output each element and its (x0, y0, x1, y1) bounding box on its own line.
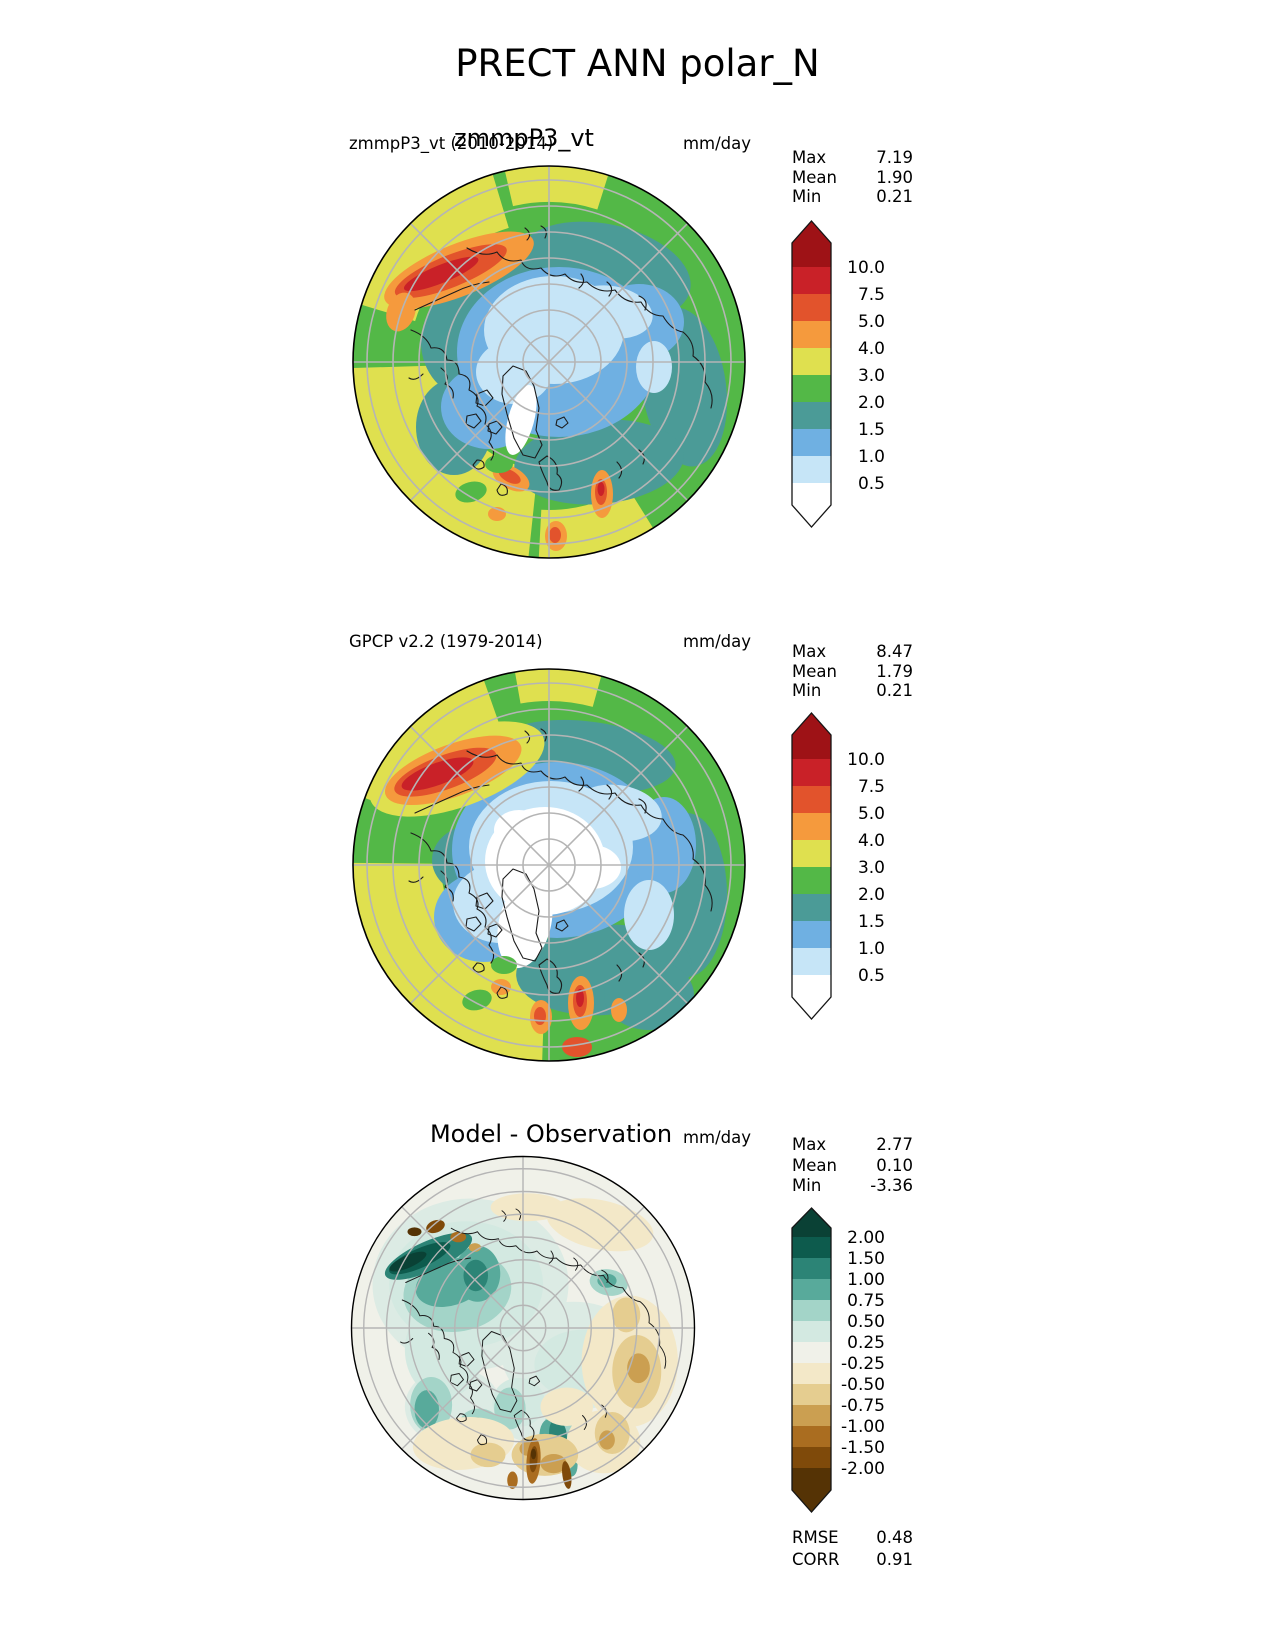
cbar-tick: 0.25 (847, 1333, 885, 1353)
max-value: 2.77 (876, 1135, 913, 1154)
metric-row-rmse: RMSE 0.48 (792, 1527, 913, 1549)
corr-value: 0.91 (876, 1549, 913, 1569)
stat-row-mean: Mean 1.79 (792, 662, 913, 682)
min-value: -3.36 (870, 1176, 913, 1195)
model-stats: Max 7.19 Mean 1.90 Min 0.21 (792, 148, 913, 207)
max-value: 8.47 (876, 642, 913, 661)
max-label: Max (792, 642, 827, 661)
cbar-tick: 10.0 (847, 750, 885, 770)
cbar-tick: -1.50 (841, 1438, 885, 1458)
rmse-value: 0.48 (876, 1528, 913, 1547)
min-value: 0.21 (876, 681, 913, 700)
graticule (353, 669, 745, 1061)
obs-units-label: mm/day (682, 632, 751, 651)
rmse-label: RMSE (792, 1528, 839, 1547)
stat-row-min: Min 0.21 (792, 187, 913, 207)
cbar-tick: 1.00 (847, 1270, 885, 1290)
graticule (353, 166, 745, 558)
obs-title: GPCP v2.2 (1979-2014) (349, 632, 543, 651)
stat-row-max: Max 2.77 (792, 1135, 913, 1156)
min-label: Min (792, 187, 822, 206)
cbar-tick: 7.5 (858, 285, 885, 305)
cbar-tick: 0.5 (858, 966, 885, 986)
cbar-tick: 0.75 (847, 1291, 885, 1311)
stat-row-min: Min -3.36 (792, 1176, 913, 1197)
map-boundary (352, 668, 746, 1062)
cbar-tick: -0.50 (841, 1375, 885, 1395)
min-value: 0.21 (876, 187, 913, 206)
map-boundary (352, 165, 746, 559)
cbar-tick: -0.25 (841, 1354, 885, 1374)
graticule (351, 1156, 695, 1500)
cbar-tick: 4.0 (858, 831, 885, 851)
cbar-tick: 2.0 (858, 393, 885, 413)
stat-row-max: Max 7.19 (792, 148, 913, 168)
cbar-tick: 1.5 (858, 912, 885, 932)
obs-stats: Max 8.47 Mean 1.79 Min 0.21 (792, 642, 913, 701)
model-title: zmmpP3_vt (2010-2014) (349, 134, 554, 153)
model-map (352, 165, 746, 559)
cbar-tick: 1.5 (858, 420, 885, 440)
corr-label: CORR (792, 1549, 840, 1569)
mean-label: Mean (792, 1155, 837, 1175)
stat-row-min: Min 0.21 (792, 681, 913, 701)
cbar-tick: 1.0 (858, 939, 885, 959)
cbar-tick: -1.00 (841, 1417, 885, 1437)
figure-title: PRECT ANN polar_N (455, 42, 820, 85)
model-map-fills (353, 166, 745, 558)
diff-units-label: mm/day (682, 1128, 751, 1147)
diff-stats: Max 2.77 Mean 0.10 Min -3.36 (792, 1135, 913, 1197)
cbar-tick: 5.0 (858, 804, 885, 824)
mean-value: 1.79 (876, 661, 913, 681)
max-label: Max (792, 1135, 827, 1154)
mean-label: Mean (792, 167, 837, 187)
cbar-tick: 5.0 (858, 312, 885, 332)
cbar-tick: 4.0 (858, 339, 885, 359)
cbar-tick: 1.0 (858, 447, 885, 467)
max-label: Max (792, 148, 827, 167)
map-boundary (350, 1155, 696, 1501)
observation-map-fills (353, 669, 745, 1061)
cbar-tick: 1.50 (847, 1249, 885, 1269)
mean-value: 0.10 (876, 1155, 913, 1175)
stat-row-mean: Mean 0.10 (792, 1156, 913, 1177)
stat-row-max: Max 8.47 (792, 642, 913, 662)
difference-map (350, 1155, 696, 1501)
cbar-tick: 3.0 (858, 366, 885, 386)
mean-value: 1.90 (876, 167, 913, 187)
metric-row-corr: CORR 0.91 (792, 1549, 913, 1571)
precip-colorbar-obs: 10.0 7.5 5.0 4.0 3.0 2.0 1.5 1.0 0.5 (791, 712, 885, 1020)
difference-map-fills (351, 1156, 695, 1500)
min-label: Min (792, 1176, 822, 1195)
model-overlay-title: zmmpP3_vt (454, 124, 594, 152)
difference-colorbar: 2.00 1.50 1.00 0.75 0.50 0.25 -0.25 -0.5… (791, 1207, 885, 1513)
model-units-label: mm/day (682, 134, 751, 153)
cbar-tick: 0.5 (858, 474, 885, 494)
stat-row-mean: Mean 1.90 (792, 168, 913, 188)
cbar-tick: 2.0 (858, 885, 885, 905)
cbar-tick: 10.0 (847, 258, 885, 278)
cbar-tick: -0.75 (841, 1396, 885, 1416)
cbar-tick: 0.50 (847, 1312, 885, 1332)
cbar-tick: 3.0 (858, 858, 885, 878)
max-value: 7.19 (876, 148, 913, 167)
observation-map (352, 668, 746, 1062)
mean-label: Mean (792, 661, 837, 681)
cbar-tick: 2.00 (847, 1228, 885, 1248)
cbar-tick: 7.5 (858, 777, 885, 797)
diff-title: Model - Observation (429, 1120, 673, 1148)
min-label: Min (792, 681, 822, 700)
cbar-tick: -2.00 (841, 1459, 885, 1479)
precip-colorbar-model: 10.0 7.5 5.0 4.0 3.0 2.0 1.5 1.0 0.5 (791, 220, 885, 528)
diff-metrics: RMSE 0.48 CORR 0.91 (792, 1527, 913, 1570)
